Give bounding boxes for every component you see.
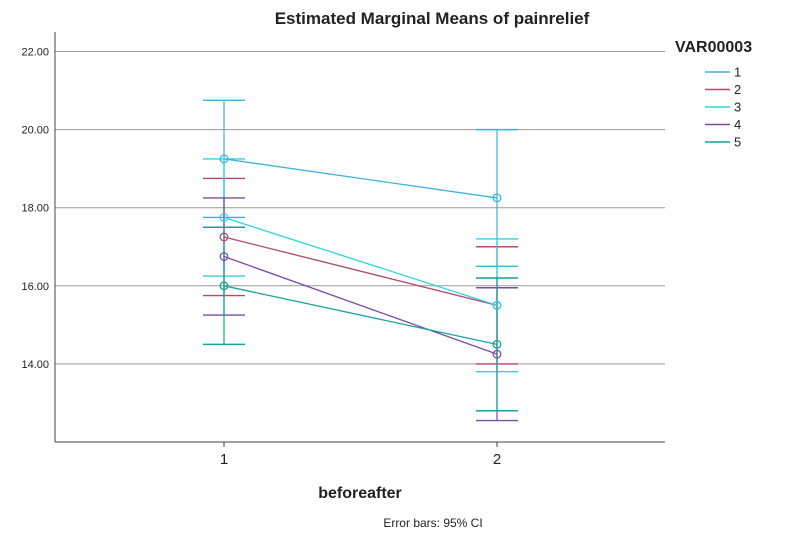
series-line-5 bbox=[223, 285, 498, 346]
data-point-series-4 bbox=[492, 349, 502, 359]
series-line-4 bbox=[223, 255, 498, 355]
data-point-series-5 bbox=[219, 281, 229, 291]
legend-title: VAR00003 bbox=[675, 39, 752, 56]
data-point-series-3 bbox=[219, 213, 229, 222]
legend-label-1: 1 bbox=[734, 65, 741, 80]
x-axis-label: beforeafter bbox=[318, 485, 402, 502]
series-line-2 bbox=[223, 236, 498, 306]
legend-label-2: 2 bbox=[734, 82, 741, 97]
x-tick-label: 1 bbox=[220, 451, 228, 468]
data-point-series-5 bbox=[492, 339, 502, 349]
error-bars bbox=[203, 99, 518, 422]
series-line-1 bbox=[223, 158, 498, 199]
error-bar-note: Error bars: 95% CI bbox=[383, 516, 482, 530]
y-tick-label: 20.00 bbox=[21, 125, 49, 137]
series-line-3 bbox=[223, 216, 498, 306]
series-lines bbox=[223, 158, 498, 355]
legend-label-5: 5 bbox=[734, 135, 741, 150]
y-tick-label: 14.00 bbox=[21, 359, 49, 371]
grid-lines bbox=[55, 51, 665, 365]
legend-label-4: 4 bbox=[734, 117, 741, 132]
series-points bbox=[219, 154, 502, 359]
legend-items: 1 2 3 4 5 bbox=[705, 65, 741, 150]
legend: VAR00003 1 2 3 4 5 bbox=[675, 39, 752, 150]
y-tick-label: 18.00 bbox=[21, 203, 49, 215]
data-point-series-1 bbox=[492, 193, 502, 203]
data-point-series-2 bbox=[219, 232, 229, 242]
chart-title: Estimated Marginal Means of painrelief bbox=[275, 9, 590, 28]
y-tick-labels: 14.00 16.00 18.00 20.00 22.00 bbox=[21, 47, 49, 371]
legend-label-3: 3 bbox=[734, 100, 741, 115]
y-tick-label: 22.00 bbox=[21, 47, 49, 59]
data-point-series-4 bbox=[219, 252, 229, 261]
data-point-series-1 bbox=[219, 154, 229, 164]
axes bbox=[54, 32, 665, 443]
x-tick-label: 2 bbox=[493, 451, 501, 468]
data-point-series-3 bbox=[492, 300, 502, 310]
y-tick-label: 16.00 bbox=[21, 281, 49, 293]
